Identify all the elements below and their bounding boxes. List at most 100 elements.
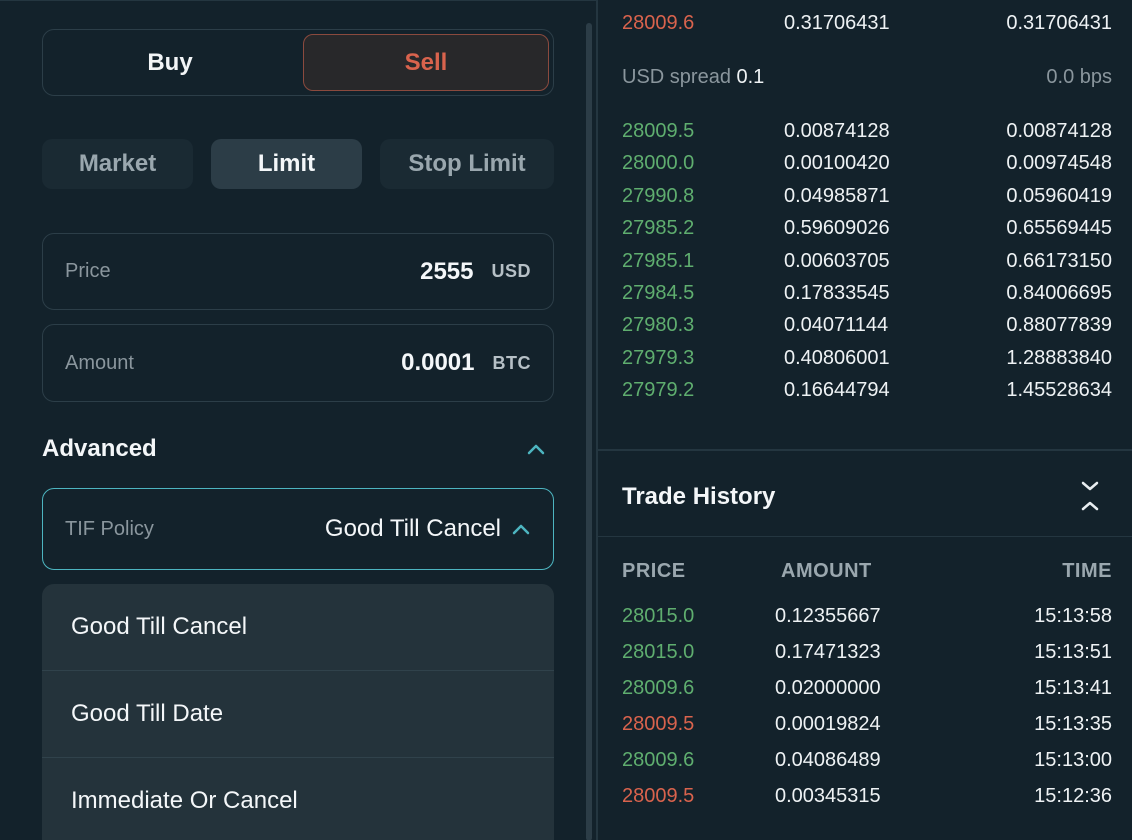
- bid-price: 28009.5: [622, 120, 695, 142]
- bid-total: 0.00874128: [1006, 120, 1112, 142]
- sell-button[interactable]: Sell: [303, 34, 549, 91]
- tab-stop-limit[interactable]: Stop Limit: [380, 139, 554, 189]
- spread-row: USD spread 0.1 0.0 bps: [622, 66, 1112, 94]
- bid-price: 27985.2: [622, 217, 695, 239]
- trade-amount: 0.12355667: [775, 605, 881, 627]
- bid-price: 28000.0: [622, 152, 695, 174]
- spread-bps: 0.0 bps: [1046, 66, 1112, 88]
- collapse-icon[interactable]: [1078, 479, 1102, 515]
- column-amount: AMOUNT: [781, 560, 872, 582]
- bid-total: 1.45528634: [1006, 379, 1112, 401]
- tif-option-good-till-cancel[interactable]: Good Till Cancel: [42, 584, 554, 671]
- bid-price: 27990.8: [622, 185, 695, 207]
- trade-price: 28015.0: [622, 605, 695, 627]
- bid-total: 1.28883840: [1006, 347, 1112, 369]
- amount-unit: BTC: [492, 352, 531, 373]
- column-price: PRICE: [622, 560, 686, 582]
- bid-amount: 0.59609026: [784, 217, 890, 239]
- orderbook-bid-row[interactable]: 27990.8 0.04985871 0.05960419: [622, 185, 1112, 215]
- trade-amount: 0.02000000: [775, 677, 881, 699]
- trade-time: 15:12:36: [1034, 785, 1112, 807]
- bid-amount: 0.17833545: [784, 282, 890, 304]
- trade-history-columns: PRICE AMOUNT TIME: [622, 560, 1112, 586]
- amount-label: Amount: [65, 351, 134, 374]
- ask-amount: 0.31706431: [784, 12, 890, 34]
- bid-price: 27984.5: [622, 282, 695, 304]
- market-panel: 28009.6 0.31706431 0.31706431 USD spread…: [596, 0, 1132, 840]
- bid-price: 27979.2: [622, 379, 695, 401]
- trade-row: 28015.0 0.12355667 15:13:58: [622, 605, 1112, 635]
- orderbook-bid-row[interactable]: 27979.2 0.16644794 1.45528634: [622, 379, 1112, 409]
- bid-total: 0.05960419: [1006, 185, 1112, 207]
- trade-price: 28009.6: [622, 749, 695, 771]
- amount-value[interactable]: 0.0001: [401, 349, 475, 376]
- tab-limit[interactable]: Limit: [211, 139, 362, 189]
- tif-selected-value: Good Till Cancel: [324, 515, 501, 542]
- tab-market[interactable]: Market: [42, 139, 193, 189]
- trade-history-title: Trade History: [622, 483, 776, 510]
- trade-price: 28009.6: [622, 677, 695, 699]
- orderbook-bid-row[interactable]: 28009.5 0.00874128 0.00874128: [622, 120, 1112, 150]
- price-input[interactable]: Price 2555 USD: [42, 233, 554, 310]
- advanced-section-header[interactable]: Advanced: [42, 431, 554, 467]
- trade-row: 28009.6 0.04086489 15:13:00: [622, 749, 1112, 779]
- tif-option-immediate-or-cancel[interactable]: Immediate Or Cancel: [42, 758, 554, 840]
- spread-value: 0.1: [736, 66, 765, 88]
- trade-price: 28009.5: [622, 785, 695, 807]
- trade-time: 15:13:51: [1034, 641, 1112, 663]
- advanced-title: Advanced: [42, 435, 157, 462]
- trade-amount: 0.00019824: [775, 713, 881, 735]
- price-label: Price: [65, 260, 111, 282]
- spread-label: USD spread: [622, 66, 731, 88]
- bid-total: 0.00974548: [1006, 152, 1112, 174]
- trade-row: 28015.0 0.17471323 15:13:51: [622, 641, 1112, 671]
- bid-total: 0.66173150: [1006, 250, 1112, 272]
- trade-time: 15:13:41: [1034, 677, 1112, 699]
- bid-price: 27980.3: [622, 314, 695, 336]
- scrollbar[interactable]: [586, 23, 592, 840]
- orderbook-bid-row[interactable]: 28000.0 0.00100420 0.00974548: [622, 152, 1112, 182]
- trade-amount: 0.17471323: [775, 641, 881, 663]
- bid-amount: 0.00100420: [784, 152, 890, 174]
- trade-row: 28009.6 0.02000000 15:13:41: [622, 677, 1112, 707]
- bid-amount: 0.04985871: [784, 185, 890, 207]
- orderbook-bid-row[interactable]: 27984.5 0.17833545 0.84006695: [622, 282, 1112, 312]
- chevron-up-icon[interactable]: [526, 439, 546, 459]
- ask-price: 28009.6: [622, 12, 695, 34]
- bid-amount: 0.00874128: [784, 120, 890, 142]
- trade-row: 28009.5 0.00019824 15:13:35: [622, 713, 1112, 743]
- price-value[interactable]: 2555: [420, 257, 474, 285]
- orderbook-bid-row[interactable]: 27979.3 0.40806001 1.28883840: [622, 347, 1112, 377]
- tif-dropdown-menu: Good Till Cancel Good Till Date Immediat…: [42, 584, 554, 840]
- price-unit: USD: [491, 261, 531, 281]
- order-form-panel: Buy Sell Market Limit Stop Limit Price 2…: [0, 0, 596, 840]
- bid-total: 0.84006695: [1006, 282, 1112, 304]
- trade-price: 28009.5: [622, 713, 695, 735]
- divider: [598, 449, 1132, 451]
- trade-time: 15:13:00: [1034, 749, 1112, 771]
- bid-amount: 0.04071144: [784, 314, 889, 336]
- tif-option-good-till-date[interactable]: Good Till Date: [42, 671, 554, 758]
- bid-price: 27985.1: [622, 250, 695, 272]
- buy-button[interactable]: Buy: [147, 48, 193, 76]
- bid-total: 0.88077839: [1006, 314, 1112, 336]
- trade-row: 28009.5 0.00345315 15:12:36: [622, 785, 1112, 815]
- trade-time: 15:13:58: [1034, 605, 1112, 627]
- bid-total: 0.65569445: [1006, 217, 1112, 239]
- bid-amount: 0.16644794: [784, 379, 890, 401]
- bid-amount: 0.40806001: [784, 347, 890, 369]
- trade-price: 28015.0: [622, 641, 695, 663]
- chevron-up-icon: [512, 524, 530, 535]
- trade-amount: 0.00345315: [775, 785, 881, 807]
- trade-time: 15:13:35: [1034, 713, 1112, 735]
- amount-input[interactable]: Amount 0.0001 BTC: [42, 324, 554, 402]
- orderbook-ask-row[interactable]: 28009.6 0.31706431 0.31706431: [622, 12, 1112, 42]
- ask-total: 0.31706431: [1006, 12, 1112, 34]
- orderbook-bid-row[interactable]: 27985.2 0.59609026 0.65569445: [622, 217, 1112, 247]
- bid-price: 27979.3: [622, 347, 695, 369]
- bid-amount: 0.00603705: [784, 250, 890, 272]
- tif-label: TIF Policy: [65, 517, 154, 540]
- tif-policy-select[interactable]: TIF Policy Good Till Cancel: [42, 488, 554, 570]
- orderbook-bid-row[interactable]: 27980.3 0.04071144 0.88077839: [622, 314, 1112, 344]
- orderbook-bid-row[interactable]: 27985.1 0.00603705 0.66173150: [622, 250, 1112, 280]
